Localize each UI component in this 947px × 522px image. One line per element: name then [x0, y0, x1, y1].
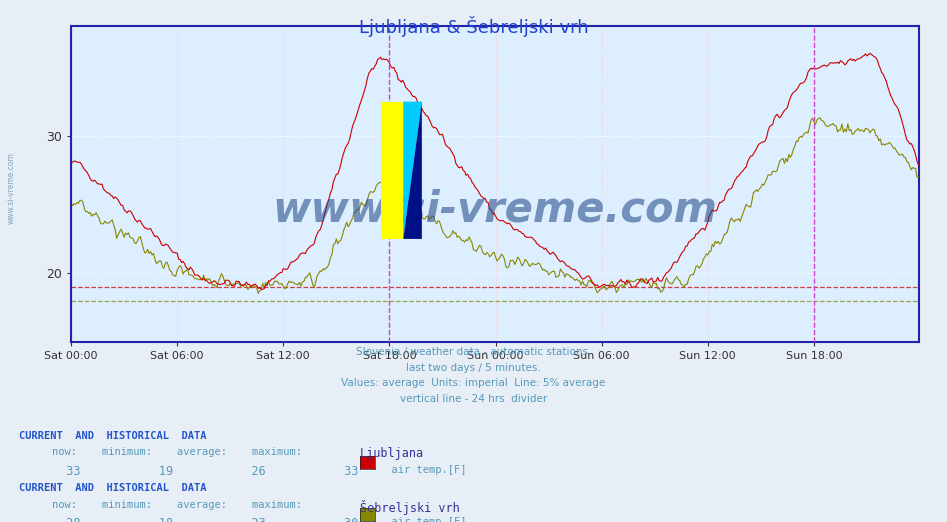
Text: 33           19           26           33: 33 19 26 33 [52, 465, 359, 478]
Text: www.si-vreme.com: www.si-vreme.com [7, 152, 16, 224]
Text: Ljubljana: Ljubljana [360, 447, 424, 460]
Text: Slovenia / weather data - automatic stations.: Slovenia / weather data - automatic stat… [356, 347, 591, 357]
Text: last two days / 5 minutes.: last two days / 5 minutes. [406, 363, 541, 373]
Text: air temp.[F]: air temp.[F] [379, 465, 466, 474]
Text: 28           18           23           30: 28 18 23 30 [52, 517, 359, 522]
Text: now:    minimum:    average:    maximum:: now: minimum: average: maximum: [52, 500, 302, 509]
Bar [381, 102, 403, 239]
Text: www.si-vreme.com: www.si-vreme.com [273, 188, 717, 230]
Text: CURRENT  AND  HISTORICAL  DATA: CURRENT AND HISTORICAL DATA [19, 431, 206, 441]
Text: Ljubljana & Šebreljski vrh: Ljubljana & Šebreljski vrh [359, 16, 588, 37]
Text: vertical line - 24 hrs  divider: vertical line - 24 hrs divider [400, 394, 547, 404]
Polygon shape [403, 102, 421, 239]
Text: air temp.[F]: air temp.[F] [379, 517, 466, 522]
Polygon shape [403, 102, 421, 239]
Text: Values: average  Units: imperial  Line: 5% average: Values: average Units: imperial Line: 5%… [341, 378, 606, 388]
Text: Šebreljski vrh: Šebreljski vrh [360, 500, 459, 515]
Text: now:    minimum:    average:    maximum:: now: minimum: average: maximum: [52, 447, 302, 457]
Text: CURRENT  AND  HISTORICAL  DATA: CURRENT AND HISTORICAL DATA [19, 483, 206, 493]
